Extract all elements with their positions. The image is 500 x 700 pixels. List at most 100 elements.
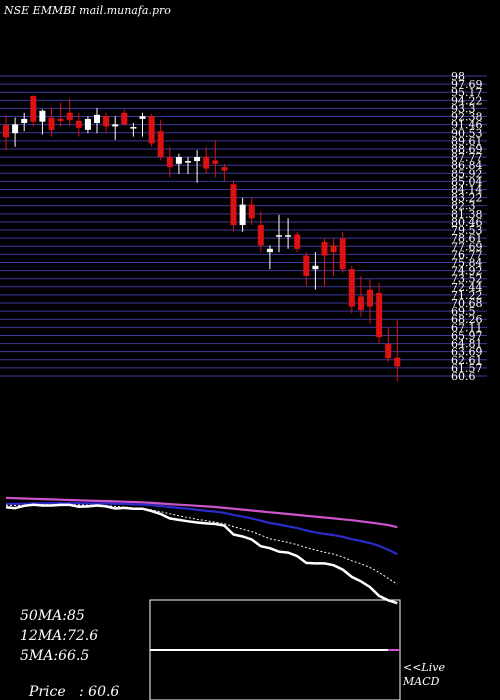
stat-separator: : <box>53 648 59 664</box>
price-axis-label: 70.68 <box>451 297 483 310</box>
candle-body <box>121 112 128 125</box>
stat-price: Price : 60.6 <box>20 668 119 700</box>
price-axis-label: 69.5 <box>451 305 476 318</box>
candle-body <box>312 265 319 270</box>
candle-body <box>348 269 355 307</box>
indicator-line <box>5 504 398 585</box>
candle-body <box>139 116 146 119</box>
price-gridlines <box>0 75 487 377</box>
price-axis-labels: 9897.6995.1794.2293.392.3891.4690.5389.6… <box>451 70 483 383</box>
price-axis-label: 60.6 <box>451 370 476 383</box>
price-axis-label: 74.92 <box>451 265 483 278</box>
candle-body <box>303 255 310 276</box>
candle-body <box>194 157 201 162</box>
price-axis-label: 77.69 <box>451 240 483 253</box>
price-axis-label: 85.04 <box>451 175 483 188</box>
price-axis-label: 79.53 <box>451 224 483 237</box>
candle-body <box>75 120 82 128</box>
stat-separator: : <box>62 608 67 624</box>
price-axis-label: 67.11 <box>451 321 483 334</box>
candle-body <box>376 293 383 338</box>
candle-body <box>185 161 191 163</box>
price-axis-label: 68.26 <box>451 313 483 326</box>
stat-12ma-label: 12MA <box>20 628 63 644</box>
candle-body <box>166 157 173 168</box>
candle-body <box>321 242 328 256</box>
candle-body <box>339 238 346 270</box>
candle-body <box>157 131 164 157</box>
candle-body <box>130 127 137 129</box>
price-axis-label: 85.92 <box>451 167 483 180</box>
candle-body <box>3 125 9 138</box>
price-axis-label: 73.52 <box>451 273 483 286</box>
stat-5ma: 5MA: 66.5 <box>20 648 89 664</box>
price-axis-label: 93.3 <box>451 102 476 115</box>
price-axis-label: 98 <box>451 70 465 83</box>
candle-body <box>330 245 337 253</box>
candle-body <box>48 117 55 130</box>
price-axis-label: 63.69 <box>451 346 483 359</box>
candle-body <box>257 225 264 246</box>
price-axis-label: 80.46 <box>451 216 483 229</box>
chart-title: NSE EMMBI mail.munafa.pro <box>4 4 171 17</box>
stat-price-value: 60.6 <box>88 684 120 700</box>
price-axis-label: 83.22 <box>451 192 483 205</box>
stat-price-label: Price <box>28 684 66 700</box>
moving-average-panel <box>5 496 398 605</box>
candle-body <box>367 289 373 307</box>
price-axis-label: 76.77 <box>451 248 483 261</box>
candle-body <box>385 344 392 359</box>
stat-50ma: 50MA: 85 <box>20 608 85 624</box>
price-axis-label: 97.69 <box>451 78 483 91</box>
indicator-line <box>5 503 398 605</box>
price-axis-label: 81.38 <box>451 208 483 221</box>
stat-5ma-value: 66.5 <box>58 648 90 664</box>
candle-body <box>239 204 246 225</box>
candle-body <box>175 157 182 164</box>
price-axis-label: 95.17 <box>451 86 483 99</box>
candles-layer <box>3 95 401 382</box>
indicator-line <box>6 502 398 556</box>
stat-12ma: 12MA: 72.6 <box>20 628 98 644</box>
stat-50ma-label: 50MA <box>20 608 63 624</box>
candle-body <box>30 95 37 122</box>
candle-body <box>66 112 73 121</box>
price-axis-label: 71.22 <box>451 289 483 302</box>
macd-label: MACD <box>403 675 440 688</box>
candle-body <box>39 110 46 122</box>
price-axis-label: 72.44 <box>451 281 483 294</box>
price-axis-label: 82.3 <box>451 200 476 213</box>
price-axis-label: 65.97 <box>451 329 483 342</box>
price-axis-label: 87.77 <box>451 151 483 164</box>
stat-separator: : <box>62 628 67 644</box>
price-axis-label: 88.69 <box>451 143 483 156</box>
candle-body <box>112 124 119 127</box>
candle-body <box>94 114 100 123</box>
candle-body <box>394 357 401 367</box>
candle-body <box>12 124 19 134</box>
candle-body <box>21 118 28 123</box>
stat-50ma-value: 85 <box>66 608 85 624</box>
stat-separator: : <box>65 684 89 700</box>
price-axis-label: 75.84 <box>451 256 483 269</box>
candle-body <box>276 235 282 237</box>
candle-body <box>84 118 91 130</box>
price-axis-label: 61.57 <box>451 362 483 375</box>
live-label: <<Live <box>403 661 445 674</box>
candle-body <box>148 116 155 144</box>
candle-body <box>357 296 364 310</box>
price-axis-label: 78.61 <box>451 232 483 245</box>
candle-body <box>221 167 228 171</box>
candle-body <box>230 184 237 225</box>
stat-5ma-label: 5MA <box>20 648 54 664</box>
candle-body <box>266 248 273 253</box>
price-axis-label: 92.38 <box>451 111 483 124</box>
price-axis-label: 94.22 <box>451 94 483 107</box>
candle-body <box>248 204 255 219</box>
candle-body <box>294 234 301 249</box>
candle-body <box>203 157 210 169</box>
candle-body <box>103 116 110 127</box>
price-axis-label: 89.61 <box>451 135 483 148</box>
candle-body <box>57 118 64 121</box>
